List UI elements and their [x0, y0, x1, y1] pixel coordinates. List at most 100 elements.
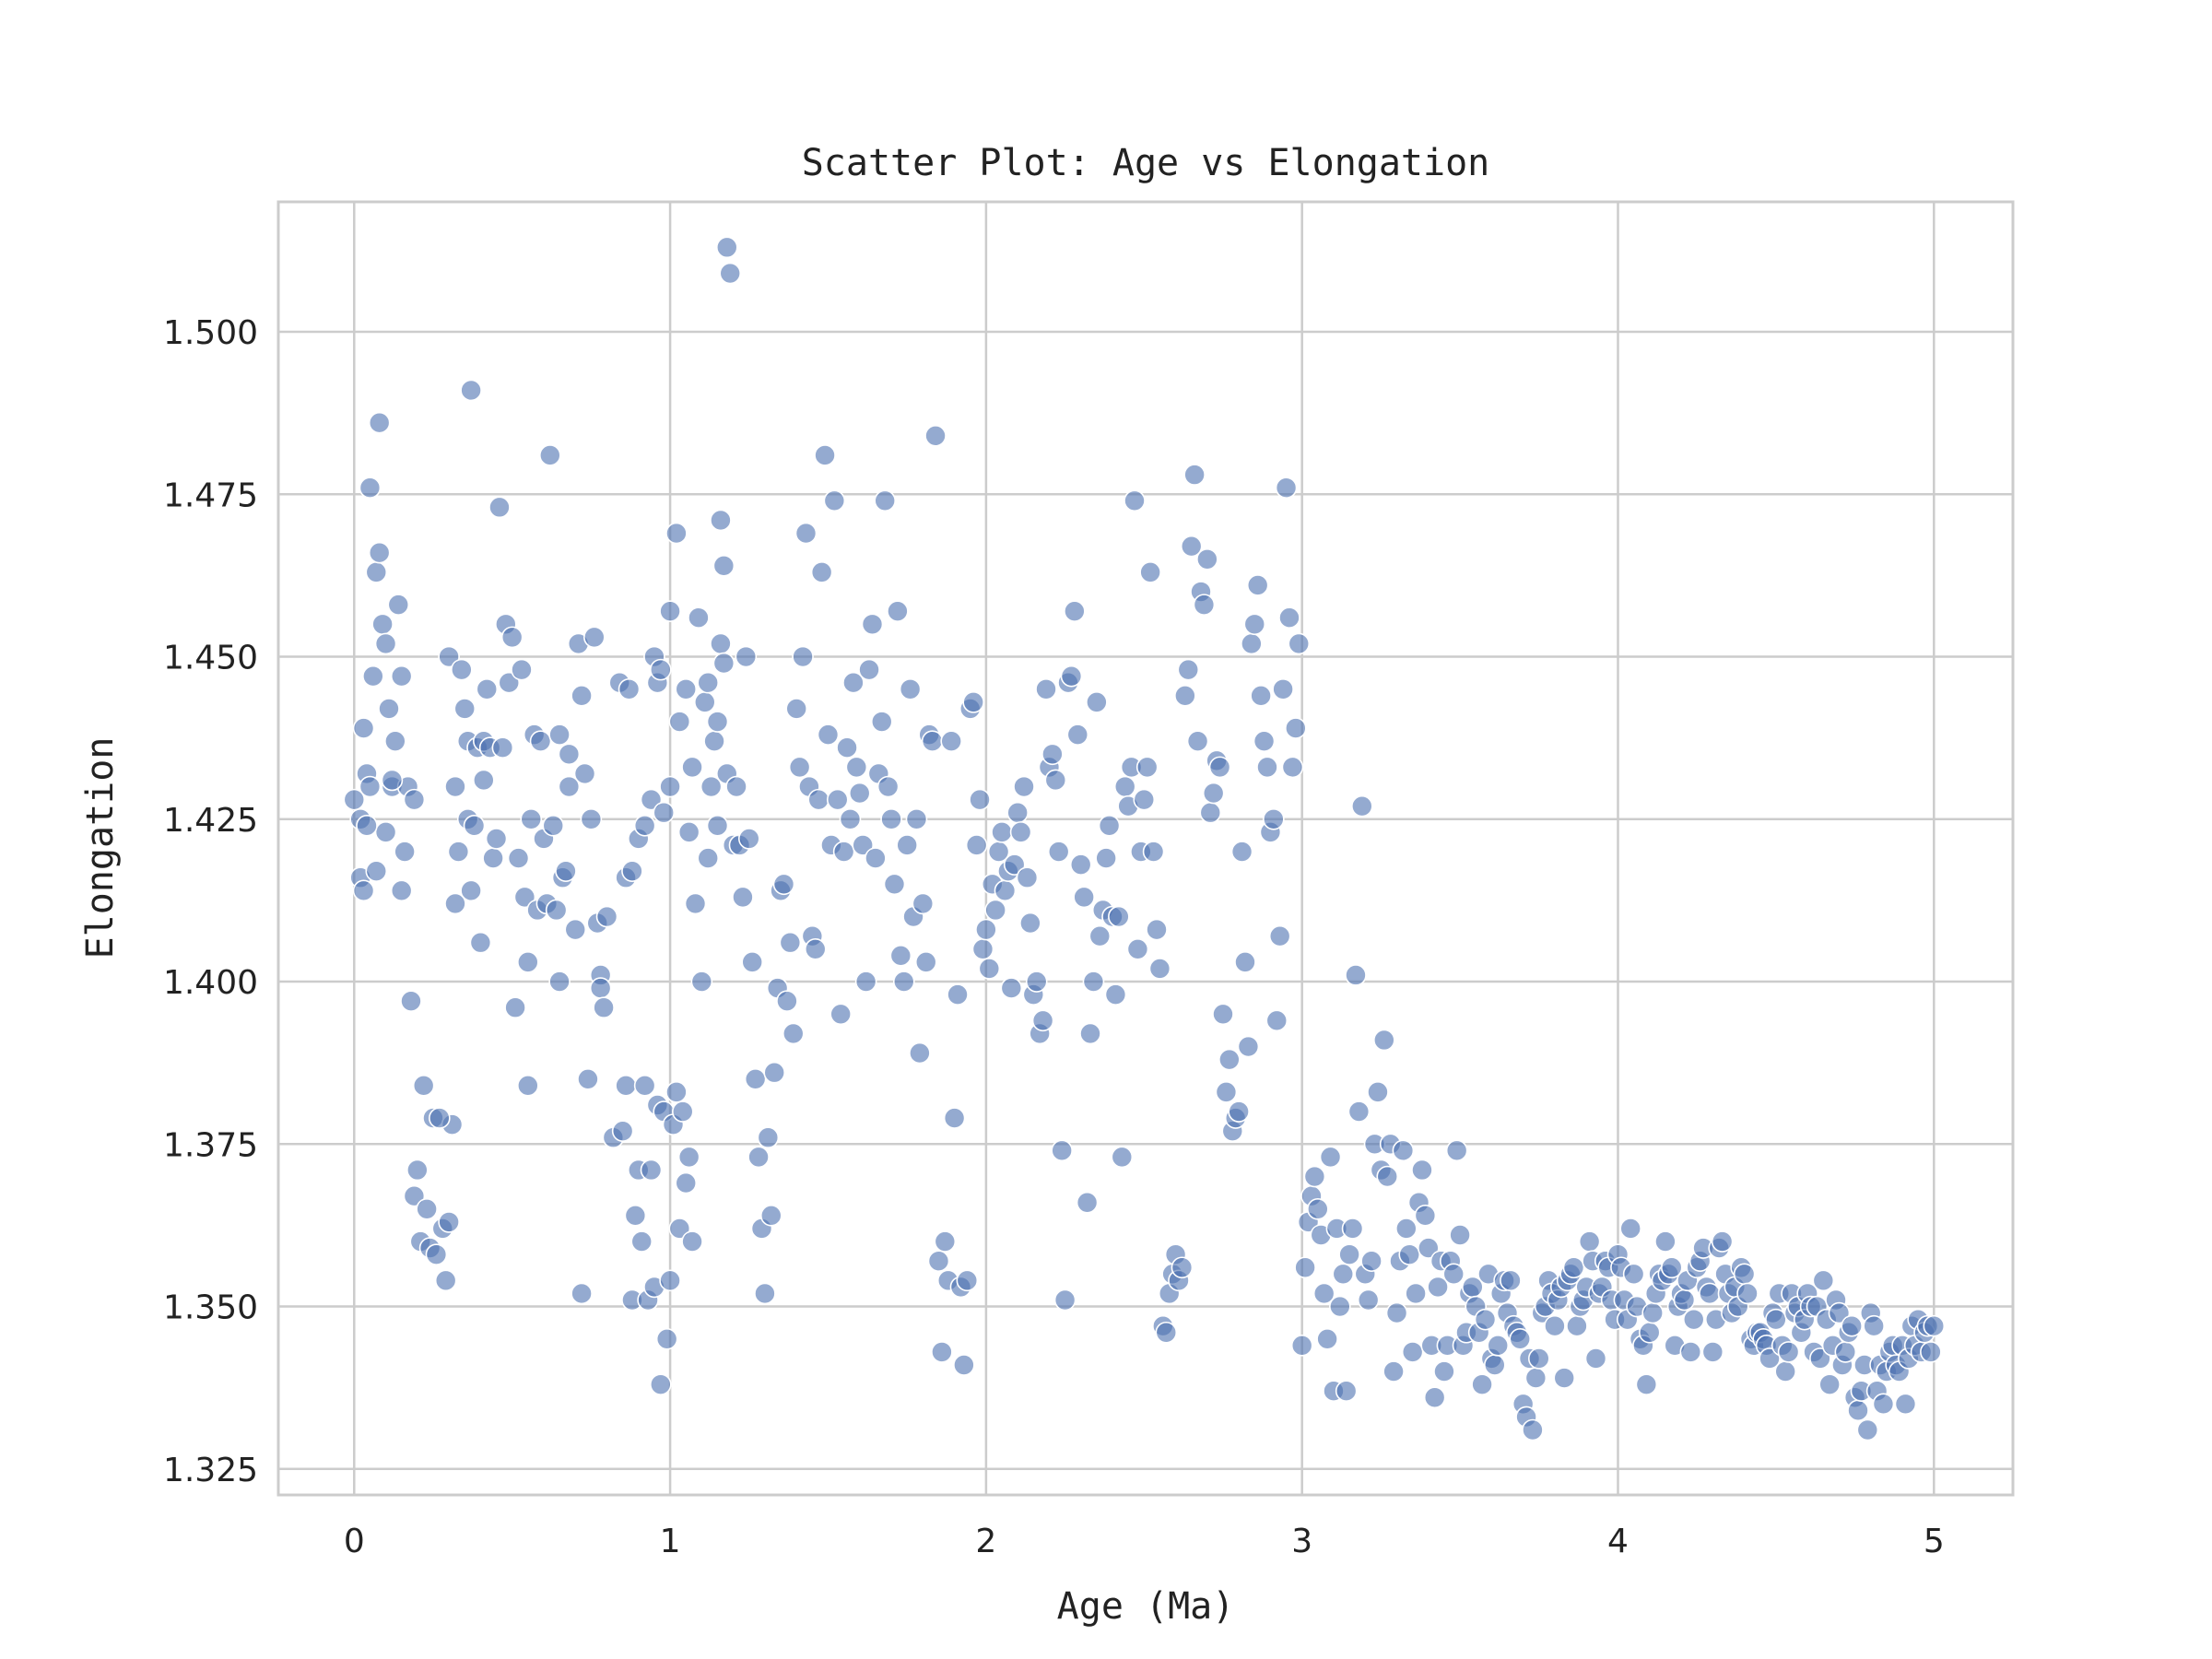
data-point: [368, 411, 391, 434]
data-point: [615, 1075, 637, 1097]
plot-frame: [276, 200, 2015, 1497]
data-point: [1108, 905, 1130, 928]
data-point: [1841, 1314, 1863, 1337]
data-point: [889, 945, 912, 967]
data-point: [1509, 1327, 1532, 1350]
data-point: [504, 996, 526, 1019]
data-point: [754, 1282, 776, 1305]
data-point: [517, 1075, 539, 1097]
data-point: [665, 1081, 688, 1103]
data-point: [971, 937, 994, 960]
x-tick-label: 5: [1924, 1523, 1945, 1560]
data-point: [381, 769, 404, 792]
data-point: [434, 1269, 457, 1292]
data-point: [653, 801, 676, 824]
data-point: [1856, 1418, 1879, 1441]
data-point: [947, 983, 969, 1006]
data-point: [1474, 1308, 1497, 1331]
data-point: [725, 775, 747, 798]
data-point: [1126, 937, 1149, 960]
data-point: [362, 665, 384, 688]
data-point: [1679, 1341, 1702, 1363]
data-point: [1234, 951, 1256, 973]
data-point: [870, 711, 893, 733]
data-point: [365, 860, 388, 882]
data-point: [378, 698, 400, 720]
data-point: [1445, 1139, 1468, 1162]
data-point: [542, 815, 565, 837]
data-point: [779, 931, 802, 954]
data-point: [1241, 632, 1263, 655]
data-point: [1483, 1354, 1506, 1376]
data-point: [429, 1107, 451, 1129]
data-point: [697, 847, 720, 869]
data-point: [564, 918, 587, 941]
data-point: [757, 1126, 780, 1149]
data-point: [1312, 1282, 1335, 1305]
data-point: [1345, 964, 1367, 986]
data-point: [1699, 1282, 1721, 1305]
data-point: [1812, 1269, 1835, 1292]
data-point: [1013, 775, 1035, 798]
data-point: [371, 613, 394, 636]
data-point: [1246, 574, 1269, 596]
data-point: [571, 1282, 593, 1305]
data-point: [655, 1327, 678, 1350]
data-point: [710, 509, 732, 532]
data-point: [1079, 1022, 1101, 1045]
data-point: [1256, 756, 1278, 779]
y-tick-label: 1.475: [163, 477, 258, 514]
data-point: [1682, 1308, 1705, 1331]
x-tick-label: 0: [344, 1523, 365, 1560]
data-point: [473, 769, 495, 792]
data-point: [668, 711, 691, 733]
data-point: [1268, 924, 1291, 947]
data-point: [693, 691, 716, 713]
data-point: [368, 541, 391, 564]
data-point: [826, 788, 849, 811]
data-point: [880, 807, 902, 830]
data-point: [836, 736, 858, 759]
data-point: [343, 788, 366, 811]
data-point: [633, 1075, 656, 1097]
data-point: [899, 677, 922, 700]
data-point: [845, 756, 868, 779]
y-tick-label: 1.500: [163, 314, 258, 352]
data-point: [1405, 1282, 1427, 1305]
data-point: [865, 847, 887, 869]
data-point: [558, 775, 581, 798]
data-point: [782, 1022, 805, 1045]
data-point: [1442, 1263, 1465, 1286]
data-point: [994, 879, 1017, 902]
data-point: [1316, 1327, 1338, 1350]
data-point: [1427, 1276, 1449, 1299]
data-point: [940, 730, 962, 752]
data-point: [416, 1197, 438, 1220]
y-tick-label: 1.450: [163, 640, 258, 677]
data-point: [593, 996, 615, 1019]
y-tick-label: 1.425: [163, 802, 258, 840]
x-tick-label: 3: [1291, 1523, 1312, 1560]
data-point: [854, 971, 877, 993]
data-point: [1113, 775, 1136, 798]
data-point: [706, 711, 729, 733]
data-point: [874, 489, 896, 512]
data-point: [1329, 1295, 1351, 1318]
data-point: [1920, 1341, 1942, 1363]
data-point: [390, 665, 413, 688]
data-point: [488, 496, 511, 519]
data-point: [1272, 677, 1294, 700]
data-point: [1373, 1029, 1395, 1052]
data-point: [482, 847, 504, 869]
data-point: [1894, 1393, 1917, 1416]
data-point: [931, 1341, 953, 1363]
data-point: [1031, 1009, 1054, 1032]
data-point: [1449, 1224, 1471, 1246]
data-point: [640, 1159, 663, 1182]
data-point: [1095, 847, 1117, 869]
data-point: [1414, 1205, 1437, 1227]
data-point: [1872, 1393, 1895, 1416]
data-point: [668, 1218, 691, 1240]
data-point: [715, 236, 738, 259]
